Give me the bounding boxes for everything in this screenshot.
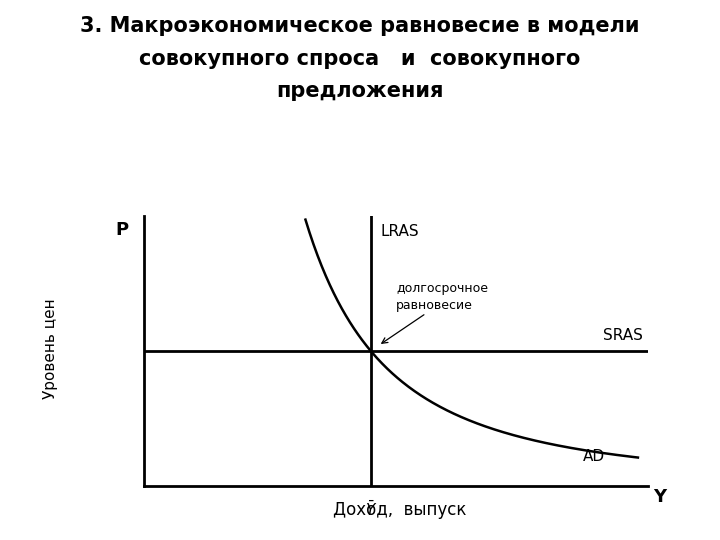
Text: 3. Макроэкономическое равновесие в модели: 3. Макроэкономическое равновесие в модел… [80, 16, 640, 36]
Text: Y: Y [653, 488, 666, 506]
Text: SRAS: SRAS [603, 328, 643, 343]
Text: предложения: предложения [276, 81, 444, 101]
Text: AD: AD [582, 449, 605, 464]
Text: $\bar{Y}$: $\bar{Y}$ [364, 500, 377, 518]
Text: совокупного спроса   и  совокупного: совокупного спроса и совокупного [139, 49, 581, 69]
Text: P: P [116, 221, 129, 239]
Text: долгосрочное
равновесие: долгосрочное равновесие [396, 282, 488, 312]
Text: Уровень цен: Уровень цен [43, 298, 58, 399]
Text: LRAS: LRAS [381, 224, 420, 239]
Text: Доход,  выпуск: Доход, выпуск [333, 501, 467, 519]
